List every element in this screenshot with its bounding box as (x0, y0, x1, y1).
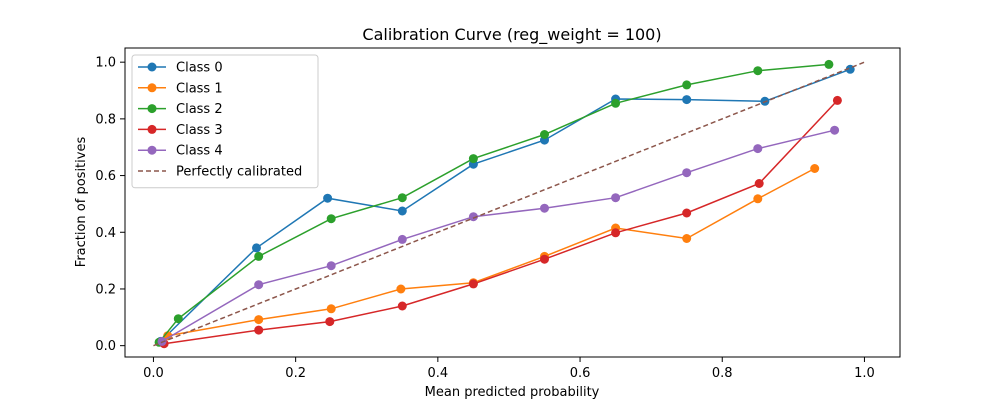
series-2-point-2 (254, 251, 264, 261)
series-line-4 (161, 129, 835, 343)
axes: 0.0 0.2 0.4 0.6 0.8 1.0 0.0 0.2 0.4 0.6 0.8 1.0 (95, 56, 874, 381)
series-4-point-3 (397, 234, 407, 244)
x-tick-label: 0.2 (285, 366, 306, 381)
series-4-point-4 (468, 212, 478, 222)
series-2-point-8 (682, 80, 692, 90)
legend-swatch-marker (147, 124, 157, 134)
x-tick-label: 0.4 (428, 366, 449, 381)
y-tick-label: 0.6 (95, 169, 116, 184)
legend-label-0: Class 0 (176, 61, 223, 76)
series-1-point-8 (753, 194, 763, 204)
y-tick-label: 0.8 (95, 112, 116, 127)
series-4-point-2 (326, 261, 336, 271)
series-3-point-2 (325, 317, 335, 327)
legend-label-5: Perfectly calibrated (176, 165, 302, 180)
x-tick-label: 0.8 (712, 366, 733, 381)
series-4-point-8 (753, 144, 763, 154)
legend-swatch-marker (147, 62, 157, 72)
legend-label-4: Class 4 (176, 144, 223, 159)
series-1-point-2 (326, 304, 336, 314)
x-tick-label: 1.0 (854, 366, 875, 381)
series-4-point-6 (611, 193, 621, 203)
legend-box (131, 54, 319, 189)
y-axis-label: Fraction of positives (74, 137, 89, 268)
series-0-point-2 (323, 193, 333, 203)
series-1-point-7 (682, 234, 692, 243)
y-tick-label: 1.0 (95, 56, 116, 71)
legend-swatch-marker (147, 104, 157, 114)
series-4-point-9 (830, 125, 840, 135)
chart-title: Calibration Curve (reg_weight = 100) (362, 25, 661, 45)
legend-label-2: Class 2 (176, 102, 223, 117)
series-3-point-4 (468, 279, 478, 289)
series-line-0 (160, 68, 851, 342)
series-1-point-3 (396, 284, 406, 294)
series-4-point-7 (682, 168, 692, 178)
x-axis-label: Mean predicted probability (425, 385, 600, 400)
legend-label-3: Class 3 (176, 123, 223, 138)
series-2-point-1 (173, 314, 183, 324)
series-3-point-6 (611, 228, 621, 238)
series-2-point-6 (540, 130, 549, 139)
legend-label-1: Class 1 (176, 81, 223, 96)
series-2-point-9 (753, 66, 763, 76)
series-3-point-5 (540, 254, 549, 264)
series-3-point-8 (754, 179, 764, 188)
series-4-point-1 (254, 280, 264, 290)
series-line-3 (163, 99, 838, 345)
series-0-point-7 (682, 95, 692, 105)
series-2-point-7 (611, 98, 621, 108)
series-3-point-1 (254, 325, 264, 335)
legend-swatch-marker (147, 145, 157, 155)
series-2-point-3 (326, 214, 336, 224)
series-1-point-9 (810, 164, 820, 173)
y-tick-label: 0.0 (95, 339, 116, 354)
series-3-point-9 (832, 95, 842, 105)
y-tick-label: 0.4 (95, 226, 116, 241)
series-line-1 (167, 167, 816, 337)
plot-area (153, 59, 865, 349)
series-3-point-3 (397, 301, 407, 311)
series-1-point-1 (254, 315, 264, 325)
series-0-point-3 (397, 206, 407, 216)
series-2-point-10 (824, 59, 834, 69)
series-2-point-4 (397, 193, 407, 203)
series-4-point-0 (157, 336, 167, 346)
legend: Class 0 Class 1 Class 2 Class 3 Class 4 Perfe… (131, 54, 319, 189)
legend-swatch-marker (147, 83, 157, 93)
series-0-point-1 (252, 243, 261, 253)
y-tick-label: 0.2 (95, 282, 116, 297)
series-3-point-7 (682, 208, 692, 218)
plot-frame (124, 47, 901, 358)
x-tick-label: 0.0 (143, 366, 164, 381)
x-tick-label: 0.6 (570, 366, 591, 381)
series-4-point-5 (540, 203, 549, 213)
series-2-point-5 (468, 154, 478, 164)
